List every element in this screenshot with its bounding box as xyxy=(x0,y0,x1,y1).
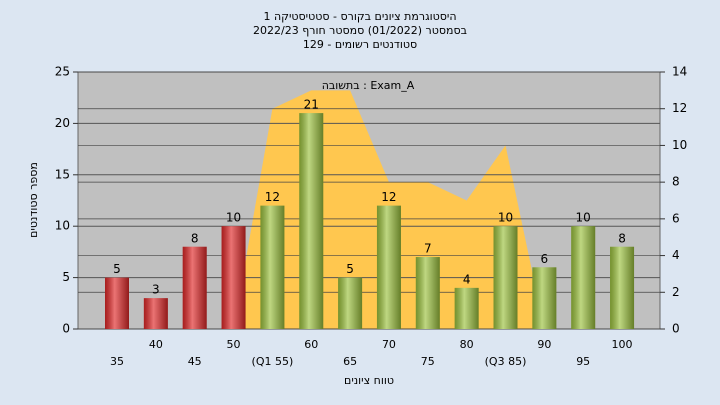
annotation: Exam_A : בתשובה xyxy=(322,79,415,92)
y2-tick-label: 14 xyxy=(672,65,687,79)
x-tick-label: (Q3 85) xyxy=(485,355,527,368)
data-label: 21 xyxy=(304,98,319,112)
data-label: 5 xyxy=(346,262,354,276)
y-tick-label: 25 xyxy=(55,65,70,79)
y-tick-label: 0 xyxy=(62,322,70,336)
bar-shade xyxy=(415,257,440,329)
data-label: 10 xyxy=(576,211,591,225)
y-tick-label: 15 xyxy=(55,167,70,181)
x-tick-label: 45 xyxy=(188,355,202,368)
y2-tick-label: 10 xyxy=(672,138,687,152)
title-line: סטודנטים רשומים - 129 xyxy=(303,38,417,51)
data-label: 12 xyxy=(265,190,280,204)
x-tick-label: 65 xyxy=(343,355,357,368)
bar-shade xyxy=(532,267,557,329)
bar-shade xyxy=(299,113,324,330)
bar-shade xyxy=(338,277,363,329)
y-tick-label: 5 xyxy=(62,270,70,284)
bar-shade xyxy=(105,277,129,329)
bar-shade xyxy=(493,226,518,329)
y2-tick-label: 2 xyxy=(672,285,680,299)
y-axis-label: מספר סטודנטים xyxy=(27,162,40,238)
data-label: 10 xyxy=(498,211,513,225)
title-line: בסמסטר (01/2022) סמסטר חורף 2022/23 xyxy=(253,24,467,37)
bar-shade xyxy=(221,226,246,329)
x-axis-label: טווח ציונים xyxy=(344,374,394,387)
y2-tick-label: 12 xyxy=(672,101,687,115)
bar-shade xyxy=(376,205,401,329)
bar-shade xyxy=(182,246,207,329)
data-label: 8 xyxy=(618,231,626,245)
x-tick-label: 75 xyxy=(421,355,435,368)
x-tick-label: 100 xyxy=(612,338,633,351)
bar-shade xyxy=(454,287,479,329)
x-tick-label: 90 xyxy=(537,338,551,351)
y2-tick-label: 4 xyxy=(672,248,680,262)
data-label: 5 xyxy=(113,262,121,276)
y-tick-label: 10 xyxy=(55,219,70,233)
y2-tick-label: 6 xyxy=(672,211,680,225)
data-label: 10 xyxy=(226,211,241,225)
title-line: היסטוגרמת ציונים בקורס - סטטיסטיקה 1 xyxy=(263,10,456,23)
x-tick-label: 60 xyxy=(304,338,318,351)
x-tick-label: 35 xyxy=(110,355,124,368)
data-label: 4 xyxy=(463,272,471,286)
bar-shade xyxy=(260,205,285,329)
x-tick-label: (Q1 55) xyxy=(252,355,294,368)
data-label: 3 xyxy=(152,283,160,297)
x-tick-label: 70 xyxy=(382,338,396,351)
data-label: 12 xyxy=(381,190,396,204)
data-label: 7 xyxy=(424,242,432,256)
y-tick-label: 20 xyxy=(55,116,70,130)
data-label: 6 xyxy=(541,252,549,266)
x-tick-label: 50 xyxy=(227,338,241,351)
y2-tick-label: 0 xyxy=(672,322,680,336)
y2-tick-label: 8 xyxy=(672,175,680,189)
bar-shade xyxy=(571,226,596,329)
bar-shade xyxy=(143,298,168,329)
bar-shade xyxy=(610,246,635,329)
x-tick-label: 95 xyxy=(576,355,590,368)
data-label: 8 xyxy=(191,231,199,245)
x-tick-label: 80 xyxy=(460,338,474,351)
x-tick-label: 40 xyxy=(149,338,163,351)
